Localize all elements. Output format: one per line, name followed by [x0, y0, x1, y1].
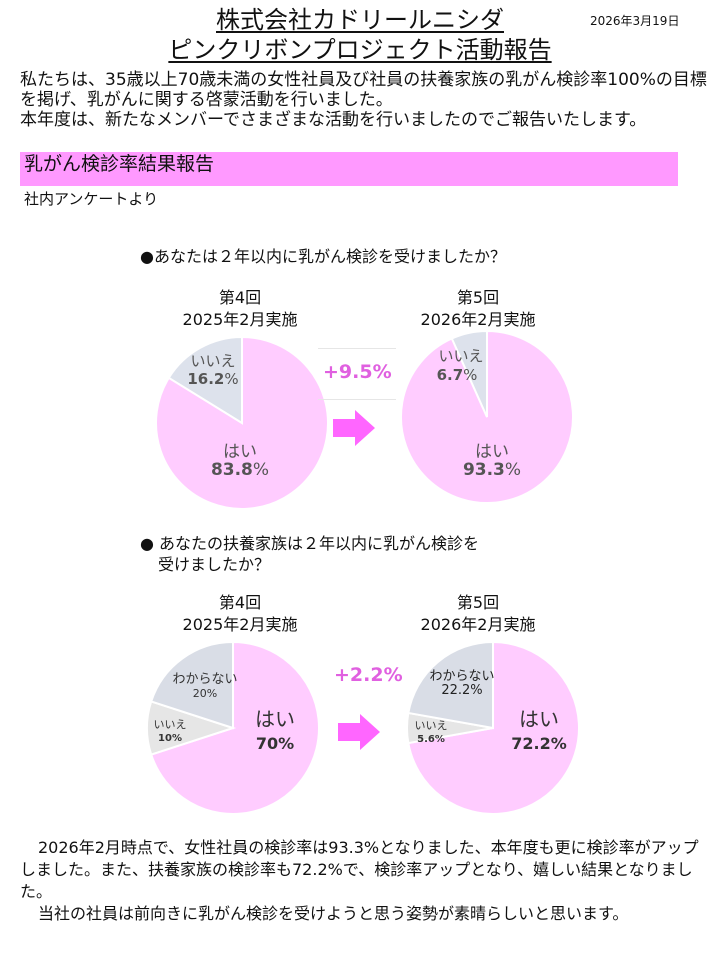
q2-left-round: 第4回	[218, 593, 262, 612]
q2-left-no-value: 10%	[158, 733, 182, 744]
q2-right-round: 第5回	[456, 593, 500, 612]
q2-left-unknown-label: わからない	[172, 672, 238, 687]
q2-right-no-label: いいえ	[414, 719, 448, 732]
q1-left-pie-slices	[155, 335, 329, 510]
q1-right-no-value: 6.7	[436, 366, 464, 384]
pie-slice-わからない	[149, 640, 234, 730]
q2-left-unknown-value: 20%	[192, 687, 218, 700]
q1-right-pie-slices	[400, 329, 574, 504]
report-date: 2026年3月19日	[590, 14, 680, 28]
q2-left-yes-value: 70%	[255, 734, 295, 753]
q2-right-pie-slices	[406, 640, 580, 815]
q1-left-yes-label: はい	[223, 442, 257, 462]
section-band	[20, 152, 678, 186]
intro-paragraph-2: 本年度は、新たなメンバーでさまざまな活動を行いましたのでご報告いたします。	[20, 110, 647, 130]
section-heading: 乳がん検診率結果報告	[24, 153, 215, 175]
pie-slice-いいえ	[167, 335, 243, 425]
q1-right-yes-value-wrap: 93.3%	[457, 460, 527, 480]
q2-left-no-label: いいえ	[153, 718, 187, 731]
pie-slice-わからない	[407, 640, 494, 730]
q1-left-yes-value-wrap: 83.8%	[205, 460, 275, 480]
q2-right-unknown-value: 22.2%	[441, 683, 483, 698]
q1-right-round: 第5回	[456, 288, 500, 307]
pie-slice-いいえ	[450, 329, 488, 418]
question-2-line-2: 受けましたか？	[158, 555, 271, 574]
q1-left-yes-value: 83.8	[210, 460, 253, 480]
q1-right-caption: 第5回 2026年2月実施	[378, 287, 578, 331]
q1-left-no-value: 16.2	[187, 370, 225, 388]
question-1: ●あなたは２年以内に乳がん検診を受けましたか？	[140, 247, 506, 266]
q2-left-pie	[146, 640, 320, 815]
q1-change-box	[318, 348, 396, 400]
q2-right-caption: 第5回 2026年2月実施	[378, 592, 578, 636]
q1-change: +9.5%	[323, 361, 392, 383]
q2-right-pie	[406, 640, 580, 815]
q2-left-yes-label: はい	[255, 707, 295, 731]
q2-right-yes-label: はい	[519, 707, 559, 731]
q1-left-caption: 第4回 2025年2月実施	[140, 287, 340, 331]
q1-left-no-value-wrap: 16.2%	[183, 370, 243, 388]
q1-right-yes-label: はい	[475, 442, 509, 462]
question-2-line-1: ● あなたの扶養家族は２年以内に乳がん検診を	[140, 534, 480, 553]
q2-right-no-value: 5.6%	[417, 734, 445, 745]
q2-right-yes-value: 72.2%	[511, 734, 567, 753]
page-subtitle: ピンクリボンプロジェクト活動報告	[168, 36, 552, 64]
q2-change: +2.2%	[334, 664, 403, 686]
q2-left-pie-slices	[146, 640, 320, 815]
intro-paragraph-1: 私たちは、35歳以上70歳未満の女性社員及び社員の扶養家族の乳がん検診率100%…	[20, 70, 707, 110]
percent-sign: %	[504, 460, 522, 480]
percent-sign: %	[252, 460, 270, 480]
q1-left-round: 第4回	[218, 288, 262, 307]
q1-right-no-label: いいえ	[438, 347, 484, 365]
q2-right-unknown-label: わからない	[429, 669, 495, 684]
q1-left-no-label: いいえ	[190, 352, 236, 370]
q2-left-date: 2025年2月実施	[182, 615, 298, 634]
conclusion-paragraph-1: 2026年2月時点で、女性社員の検診率は93.3%となりました、本年度も更に検診…	[20, 838, 699, 901]
source-note: 社内アンケートより	[24, 190, 159, 208]
q1-arrow-icon	[333, 410, 375, 446]
q1-right-date: 2026年2月実施	[420, 310, 536, 329]
page-title: 株式会社カドリールニシダ	[216, 6, 504, 34]
percent-sign: %	[224, 370, 239, 388]
intro-text: 私たちは、35歳以上70歳未満の女性社員及び社員の扶養家族の乳がん検診率100%…	[20, 70, 710, 130]
q1-right-pie	[400, 329, 574, 504]
percent-sign: %	[463, 366, 478, 384]
q2-right-date: 2026年2月実施	[420, 615, 536, 634]
q1-left-date: 2025年2月実施	[182, 310, 298, 329]
q1-right-yes-value: 93.3	[462, 460, 505, 480]
conclusion-text: 2026年2月時点で、女性社員の検診率は93.3%となりました、本年度も更に検診…	[20, 837, 710, 925]
question-2: ● あなたの扶養家族は２年以内に乳がん検診を 受けましたか？	[140, 533, 479, 575]
q1-left-pie	[155, 335, 329, 510]
q2-left-caption: 第4回 2025年2月実施	[140, 592, 340, 636]
conclusion-paragraph-2: 当社の社員は前向きに乳がん検診を受けようと思う姿勢が素晴らしいと思います。	[38, 904, 629, 923]
q2-arrow-icon	[338, 714, 380, 750]
q1-right-no-value-wrap: 6.7%	[427, 366, 487, 384]
